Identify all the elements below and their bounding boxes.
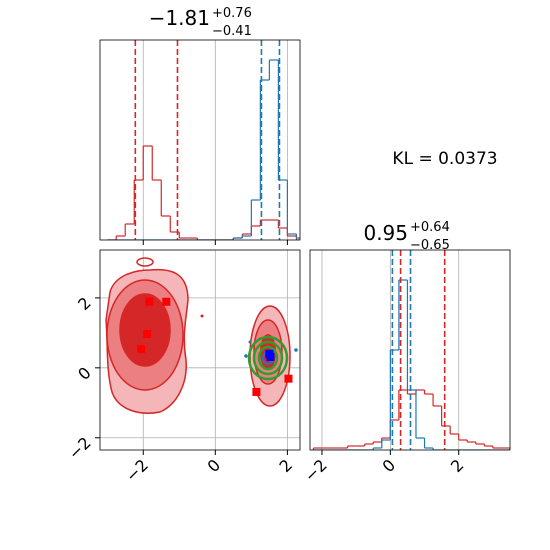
sample-dot [248,340,252,344]
plot-frame [309,249,511,451]
sample-marker [162,297,171,306]
title-value: 0.95 [363,221,408,245]
sample-dot [244,354,248,358]
mark-layer [107,40,510,450]
sample-marker [284,374,293,383]
contour-green [247,335,289,381]
title-upper: +0.64 [410,220,450,235]
title-upper: +0.76 [212,6,252,21]
sample-dot [200,314,204,318]
plot-frame [99,249,301,451]
sample-marker [143,329,152,338]
sample-marker [252,387,261,396]
plot-area [137,297,293,396]
sample-marker [265,349,274,358]
title-lower: −0.65 [410,238,450,253]
plot-area [312,250,510,450]
contour-green [252,340,284,376]
title-lower: −0.41 [212,24,252,39]
annotation: KL = 0.0373 [392,149,497,169]
sample-marker [145,297,154,306]
contour-green [257,345,279,371]
title-value: −1.81 [149,6,210,30]
sample-dot [294,348,298,352]
plot-frame [99,39,301,241]
plot-area [107,40,300,240]
sample-marker [137,344,146,353]
contour-island [136,257,154,267]
